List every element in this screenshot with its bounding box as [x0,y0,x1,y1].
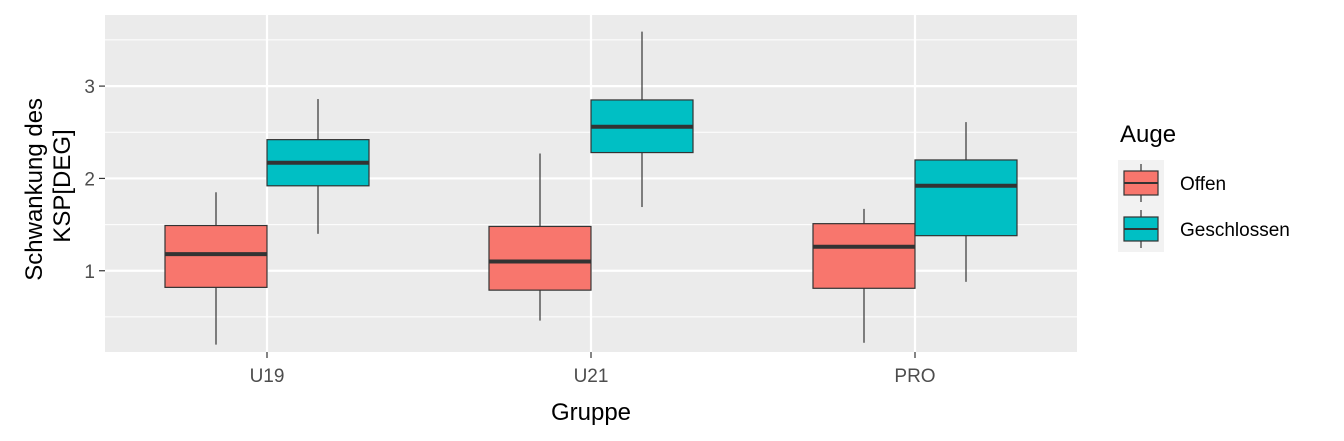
box-iqr [812,223,916,289]
box-offen-u19 [164,192,268,345]
box-geschlossen-u19 [266,99,370,234]
y-axis: 1 2 3 [84,77,105,283]
legend-label: Geschlossen [1180,220,1290,241]
legend-item-geschlossen: Geschlossen [1118,206,1290,252]
y-axis-title-line-1: Schwankung des [21,98,48,281]
x-tick-label: PRO [894,366,935,387]
boxes [164,31,1018,345]
box-offen-u21 [488,153,592,321]
box-offen-pro [812,208,916,343]
box-iqr [488,225,592,291]
x-tick-label: U21 [574,366,609,387]
legend-label: Offen [1180,174,1226,195]
box-iqr [914,159,1018,237]
y-axis-title-line-2: KSP[DEG] [49,129,76,242]
x-axis-title: Gruppe [551,399,631,426]
legend-item-offen: Offen [1118,160,1226,206]
box-geschlossen-pro [914,122,1018,282]
legend-title: Auge [1120,121,1176,148]
y-tick-label: 1 [84,262,95,283]
y-tick-label: 2 [84,169,95,190]
y-tick-label: 3 [84,77,95,98]
y-axis-title: Schwankung des KSP[DEG] [21,91,76,280]
x-axis: U19 U21 PRO [250,352,936,387]
box-iqr [164,224,268,288]
x-tick-label: U19 [250,366,285,387]
box-geschlossen-u21 [590,31,694,208]
legend: Auge Offen Geschlossen [1118,121,1290,252]
